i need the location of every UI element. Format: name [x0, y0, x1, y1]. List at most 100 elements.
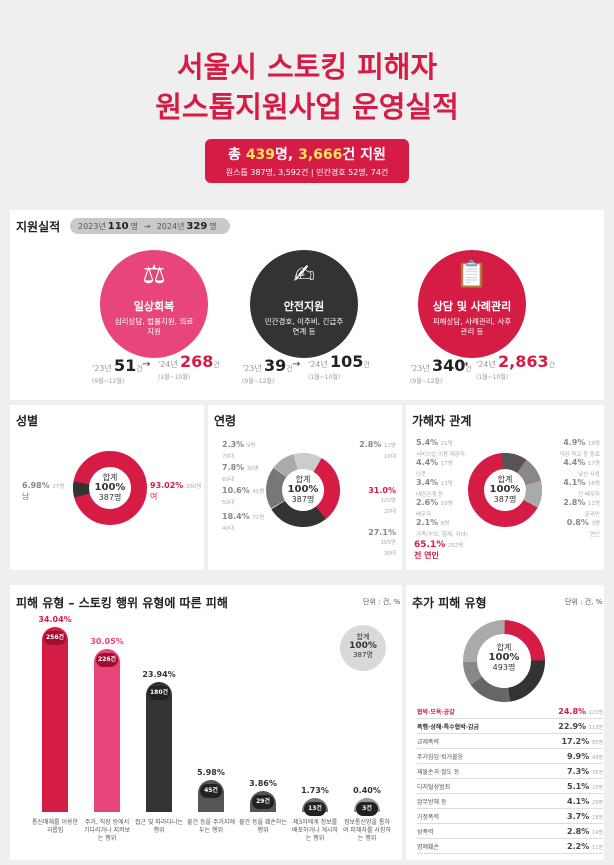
relation-name: 이웃: [416, 472, 427, 478]
page-title-line2: 원스톱지원사업 운영실적: [155, 90, 459, 124]
stat-year: '23년: [242, 364, 262, 373]
arrow-icon: →: [142, 359, 151, 370]
relation-cnt: 3명: [591, 521, 600, 527]
stat-year: '24년: [476, 360, 496, 369]
relation-pct: 5.4%: [416, 438, 439, 447]
relation-main-cnt: 252명: [447, 543, 464, 549]
damage-bar-label: 통신매체를 이용한 괴롭힘: [31, 819, 79, 834]
damage-bar-count: 29건: [252, 795, 274, 810]
damage-bar-label: 정보통신망을 통하여 피해자를 사칭하는 행위: [343, 819, 391, 842]
age-label-left: 10.6% 41명 50대: [222, 486, 264, 508]
support-stat-after: '24년 105건 (1월~10월): [308, 352, 370, 381]
damage-bar-label: 주거, 직장 등에서 기다리거나 지켜보는 행위: [83, 819, 131, 842]
relation-title: 가해자 관계: [412, 414, 472, 428]
stat-year: '23년: [92, 364, 112, 373]
relation-center: 합계 100% 387명: [475, 475, 535, 505]
age-pct: 27.1%: [368, 528, 396, 537]
age-center-3: 387명: [291, 495, 315, 504]
damage-bar: [94, 648, 120, 812]
support-name: 상담 및 사례관리: [432, 300, 512, 313]
relation-main-lbl: 전 연인: [414, 551, 439, 560]
relation-name: 서비스업 이용·제공자: [416, 452, 466, 458]
stat-value: 39: [263, 356, 287, 375]
extra-row: 재물손괴·절도 등 7.3% 36명: [417, 765, 603, 779]
relation-name: 배우자: [416, 512, 432, 518]
gender-donut: [73, 451, 147, 525]
relation-cnt: 21명: [440, 441, 453, 447]
extra-row-value: 3.7% 18명: [567, 812, 603, 821]
damage-bar-count: 45건: [200, 783, 222, 798]
stat-unit: 건: [136, 365, 143, 373]
relation-label-left: 3.4% 13명 내연관계 등: [416, 478, 453, 500]
age-label-right: 27.1% 105명 30대: [356, 528, 396, 559]
age-pct: 31.0%: [368, 486, 396, 495]
extra-row-value: 9.9% 49명: [567, 752, 603, 761]
extra-row-pct: 17.2%: [561, 737, 590, 746]
gender-center-3: 387명: [98, 493, 122, 502]
summary-mid: 명,: [275, 147, 299, 163]
support-desc: 민간경호, 이주비, 긴급주연계 등: [264, 317, 344, 336]
age-name: 60대: [222, 477, 235, 483]
stat-unit: 건: [548, 361, 556, 369]
support-stat-after: '24년 2,863건 (1월~10월): [476, 352, 555, 381]
stat-period: (9월~12월): [410, 378, 443, 385]
age-panel: [208, 405, 402, 570]
extra-row-cnt: 18명: [592, 815, 603, 821]
damage-bar-pct: 1.73%: [301, 786, 329, 795]
extra-row-name: 재물손괴·절도 등: [417, 769, 460, 776]
extra-row-cnt: 85명: [592, 740, 603, 746]
summary-cases: 3,666: [298, 147, 343, 163]
support-y2: 2024년: [156, 221, 185, 231]
stat-period: (1월~10월): [476, 374, 509, 381]
relation-name: 가족(부모, 형제, 자녀): [416, 532, 468, 538]
stat-year: '24년: [308, 360, 328, 369]
damage-bar-label: 물건 등을 훼손하는 행위: [239, 819, 287, 834]
relation-cnt: 17명: [440, 461, 453, 467]
extra-row-name: 업무방해 등: [417, 799, 447, 806]
age-cnt: 71명: [252, 515, 265, 521]
age-center-2: 100%: [287, 484, 319, 495]
extra-row-name: 명예훼손: [417, 844, 440, 851]
damage-bar-pct: 34.04%: [38, 615, 72, 624]
support-unit1: 명: [130, 221, 138, 231]
age-cnt: 41명: [252, 489, 265, 495]
damage-bar-count: 226건: [96, 652, 118, 667]
support-circle: ⚖ 일상회복 심리상담, 법률지원, 의료지원: [100, 250, 208, 358]
relation-main-pct: 65.1%: [414, 540, 446, 550]
extra-row: 협박·모욕·공갈 24.8% 122명: [417, 705, 603, 719]
extra-row-cnt: 25명: [592, 785, 603, 791]
stat-value: 105: [329, 352, 364, 371]
relation-cnt: 10명: [440, 501, 453, 507]
extra-row-pct: 2.2%: [567, 842, 590, 851]
relation-name: 내연관계 등: [416, 492, 444, 498]
extra-row-value: 2.2% 11명: [567, 842, 603, 851]
gender-male-cnt: 27명: [52, 484, 65, 490]
relation-cnt: 8명: [440, 521, 450, 527]
relation-pct: 2.1%: [416, 518, 439, 527]
extra-row-cnt: 113명: [588, 725, 603, 731]
relation-pct: 4.4%: [416, 458, 439, 467]
age-donut: [266, 453, 341, 527]
stat-value: 51: [113, 356, 137, 375]
relation-cnt: 19명: [587, 441, 600, 447]
age-cnt: 11명: [383, 443, 396, 449]
relation-cnt: 17명: [587, 461, 600, 467]
stat-value: 340: [431, 356, 466, 375]
support-desc: 심리상담, 법률지원, 의료지원: [114, 317, 194, 336]
relation-name: 전 배우자: [578, 492, 600, 498]
gender-female-cnt: 360명: [185, 484, 202, 490]
support-unit2: 명: [209, 221, 217, 231]
damage-unit: 단위 : 건, %: [363, 598, 401, 606]
age-label-left: 7.8% 30명 60대: [222, 463, 259, 485]
age-pct: 7.8%: [222, 463, 245, 472]
gender-center-1: 합계: [102, 473, 118, 482]
support-stat-after: '24년 268건 (1월~10월): [158, 352, 220, 381]
relation-pct: 3.4%: [416, 478, 439, 487]
relation-label-right: 2.8% 11명 온라인: [548, 498, 600, 520]
extra-row: 주거침입·퇴거불응 9.9% 49명: [417, 750, 603, 764]
relation-pct: 2.6%: [416, 498, 439, 507]
age-name: 70대: [222, 454, 235, 460]
